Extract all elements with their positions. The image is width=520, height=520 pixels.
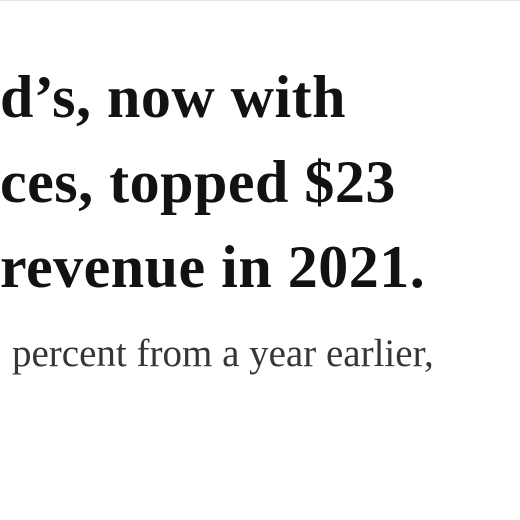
headline-line: revenue in 2021.: [0, 234, 426, 300]
headline-line: d’s, now with: [0, 64, 347, 130]
headline-line: ces, topped $23: [0, 149, 396, 215]
body-text: percent from a year earlier,: [12, 332, 434, 375]
